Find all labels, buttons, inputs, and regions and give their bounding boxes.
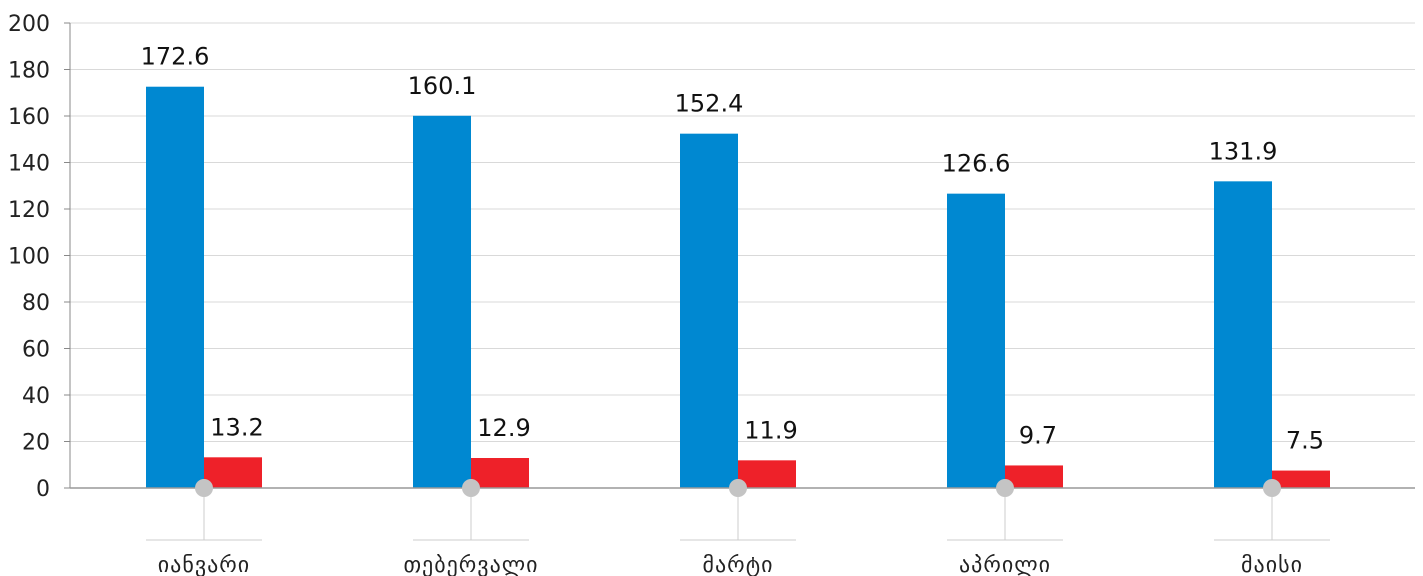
y-tick-label: 40 xyxy=(22,384,50,409)
y-tick-label: 100 xyxy=(8,245,50,270)
data-label: 172.6 xyxy=(141,43,210,71)
data-label: 160.1 xyxy=(408,72,477,100)
bar-series-1 xyxy=(413,115,471,488)
category-label: მარტი xyxy=(703,553,774,576)
value-labels: 172.6 13.2 160.1 12.9 152.4 11.9 126.6 9.7 131.9… xyxy=(141,43,1324,455)
bar-series-2 xyxy=(1005,465,1063,488)
category-marker xyxy=(996,479,1014,497)
y-tick-label: 180 xyxy=(8,59,50,84)
y-tick-label: 20 xyxy=(22,431,50,456)
y-tick-label: 120 xyxy=(8,198,50,223)
x-axis: იანვარი თებერვალი მარტი აპრილი მაისი xyxy=(70,479,1415,576)
bars xyxy=(146,86,1330,489)
category-label: იანვარი xyxy=(158,553,250,576)
category-marker xyxy=(729,479,747,497)
bar-series-1 xyxy=(947,193,1005,488)
category-marker xyxy=(195,479,213,497)
data-label: 9.7 xyxy=(1019,421,1057,449)
category-marker xyxy=(462,479,480,497)
y-tick-label: 140 xyxy=(8,152,50,177)
y-tick-label: 60 xyxy=(22,338,50,363)
category-marker xyxy=(1263,479,1281,497)
data-label: 131.9 xyxy=(1209,137,1278,165)
bar-series-1 xyxy=(1214,181,1272,488)
category-label: თებერვალი xyxy=(403,553,538,576)
data-label: 13.2 xyxy=(210,413,263,441)
gridlines xyxy=(70,22,1415,442)
bar-series-2 xyxy=(471,458,529,488)
bar-series-1 xyxy=(146,86,204,488)
y-tick-label: 0 xyxy=(36,477,50,502)
bar-series-2 xyxy=(204,457,262,488)
y-tick-label: 200 xyxy=(8,12,50,37)
y-axis: 0 20 40 60 80 100 120 140 160 180 200 xyxy=(8,12,71,502)
data-label: 152.4 xyxy=(675,90,744,118)
bar-series-2 xyxy=(1272,470,1330,488)
bar-series-2 xyxy=(738,460,796,488)
y-tick-label: 80 xyxy=(22,291,50,316)
category-label: აპრილი xyxy=(959,553,1051,576)
data-label: 12.9 xyxy=(477,414,530,442)
data-label: 11.9 xyxy=(744,416,797,444)
category-label: მაისი xyxy=(1241,553,1303,576)
data-label: 126.6 xyxy=(942,150,1011,178)
bar-series-1 xyxy=(680,133,738,489)
data-label: 7.5 xyxy=(1286,427,1324,455)
y-tick-label: 160 xyxy=(8,105,50,130)
